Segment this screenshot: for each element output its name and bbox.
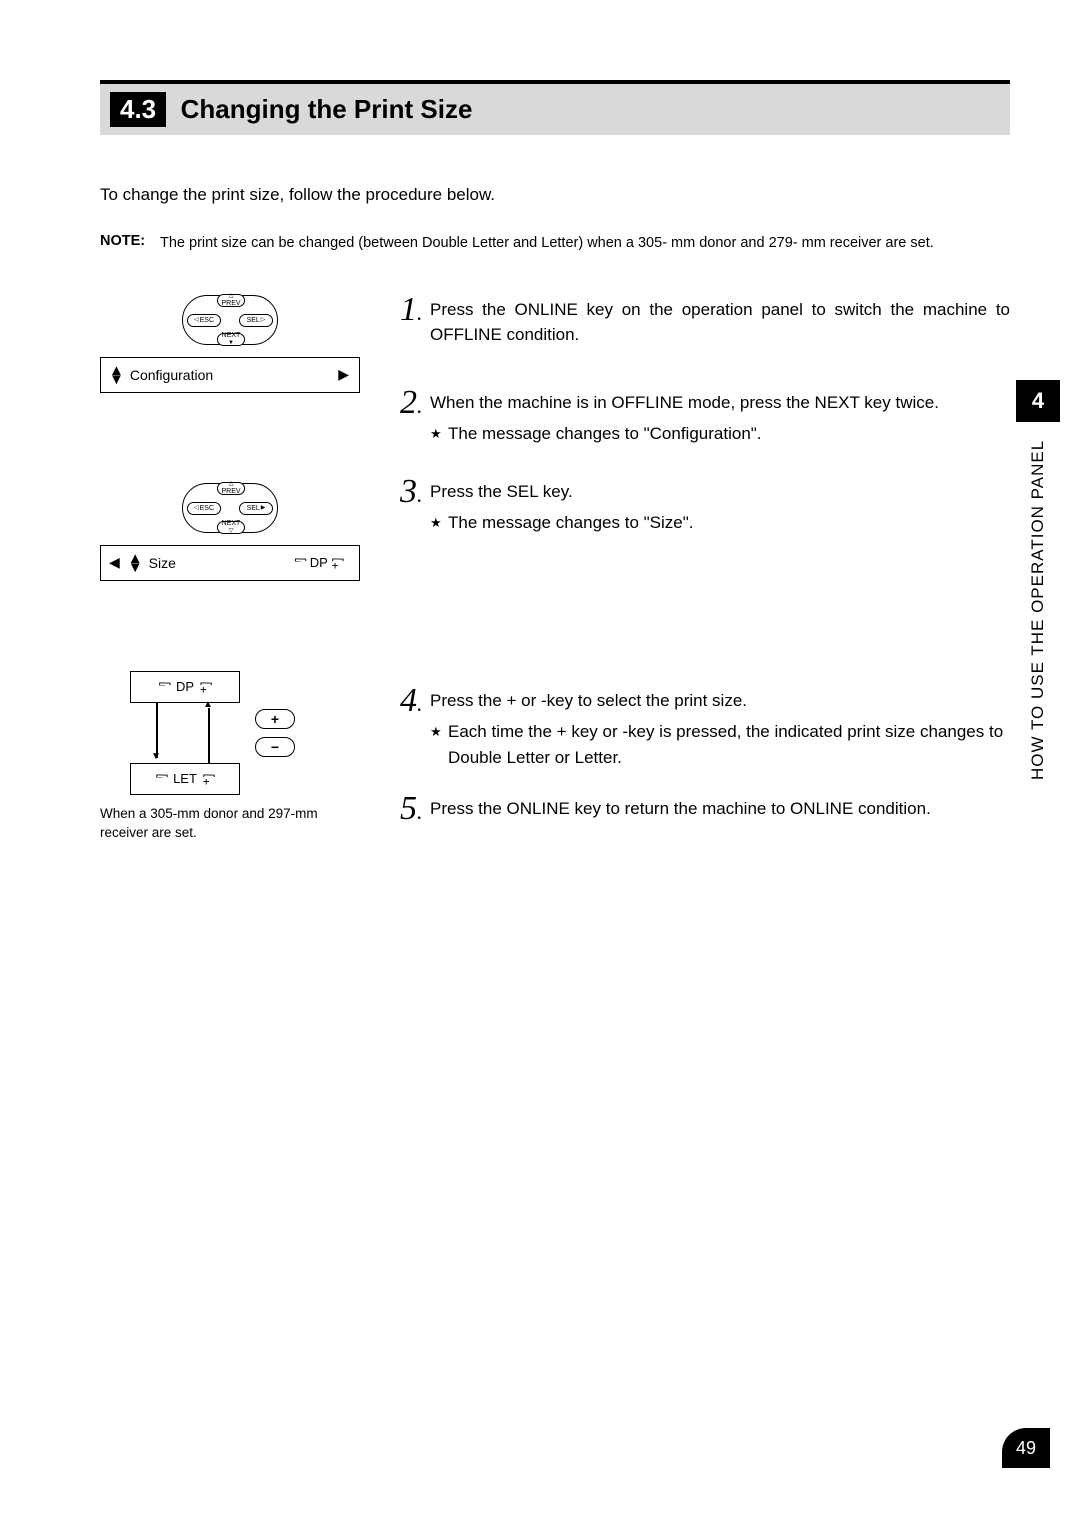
note-label: NOTE: bbox=[100, 233, 160, 255]
keypad-diagram: △PREV ◁ESC SEL▷ NEXT▼ bbox=[170, 295, 290, 345]
prev-key-icon: △PREV bbox=[217, 294, 245, 307]
chapter-title: HOW TO USE THE OPERATION PANEL bbox=[1028, 440, 1048, 860]
prev-key-icon: △PREV bbox=[217, 482, 245, 495]
panel-block-2: △PREV ◁ESC SEL▶ NEXT▽ ◀ ▲▼ Size ⌐¬‾ DP ⌐… bbox=[100, 483, 360, 581]
step-note: Each time the + key or -key is pressed, … bbox=[430, 719, 1010, 770]
sel-key-icon: SEL▷ bbox=[239, 314, 273, 327]
size-flow-diagram: ⌐¬‾ DP ⌐¬+ + − ⌐¬‾ LET ⌐¬+ bbox=[110, 671, 280, 795]
lcd-label: Size bbox=[149, 555, 176, 571]
plus-button-icon: + bbox=[255, 709, 295, 729]
step-number: 5 bbox=[400, 794, 430, 825]
step-number: 4 bbox=[400, 686, 430, 717]
next-key-icon: NEXT▽ bbox=[217, 521, 245, 534]
step-text: Press the ONLINE key on the operation pa… bbox=[430, 295, 1010, 348]
panel-block-1: △PREV ◁ESC SEL▷ NEXT▼ ▲▼ Configuration ▶ bbox=[100, 295, 360, 393]
flow-dp-box: ⌐¬‾ DP ⌐¬+ bbox=[130, 671, 240, 703]
minus-button-icon: − bbox=[255, 737, 295, 757]
side-tab: 4 HOW TO USE THE OPERATION PANEL bbox=[1016, 380, 1060, 860]
lcd-label: Configuration bbox=[130, 367, 213, 383]
left-arrow-icon: ◀ bbox=[109, 554, 120, 571]
esc-key-icon: ◁ESC bbox=[187, 314, 221, 327]
step-note: The message changes to "Configuration". bbox=[430, 421, 1010, 447]
title-bar: 4.3 Changing the Print Size bbox=[100, 80, 1010, 135]
note-block: NOTE: The print size can be changed (bet… bbox=[100, 233, 1010, 255]
section-number: 4.3 bbox=[110, 92, 166, 127]
step-number: 2 bbox=[400, 388, 430, 419]
section-title: Changing the Print Size bbox=[181, 94, 473, 124]
step-text: When the machine is in OFFLINE mode, pre… bbox=[430, 390, 1010, 416]
sel-key-icon: SEL▶ bbox=[239, 502, 273, 515]
dp-indicator: ⌐¬‾ DP ⌐¬+ bbox=[294, 555, 343, 570]
flow-caption: When a 305-mm donor and 297-mm receiver … bbox=[100, 805, 360, 843]
step-text: Press the + or -key to select the print … bbox=[430, 688, 1010, 714]
chapter-number: 4 bbox=[1016, 380, 1060, 422]
next-key-icon: NEXT▼ bbox=[217, 333, 245, 346]
step-note: The message changes to "Size". bbox=[430, 510, 1010, 536]
step-3: 3 Press the SEL key. The message changes… bbox=[400, 477, 1010, 536]
updown-icon: ▲▼ bbox=[109, 366, 124, 384]
lcd-configuration: ▲▼ Configuration ▶ bbox=[100, 357, 360, 393]
step-5: 5 Press the ONLINE key to return the mac… bbox=[400, 794, 1010, 825]
flow-let-box: ⌐¬‾ LET ⌐¬+ bbox=[130, 763, 240, 795]
step-text: Press the SEL key. bbox=[430, 479, 1010, 505]
step-number: 3 bbox=[400, 477, 430, 508]
step-2: 2 When the machine is in OFFLINE mode, p… bbox=[400, 388, 1010, 447]
right-arrow-icon: ▶ bbox=[338, 366, 349, 383]
keypad-diagram: △PREV ◁ESC SEL▶ NEXT▽ bbox=[170, 483, 290, 533]
lcd-size: ◀ ▲▼ Size ⌐¬‾ DP ⌐¬+ bbox=[100, 545, 360, 581]
updown-icon: ▲▼ bbox=[128, 554, 143, 572]
step-1: 1 Press the ONLINE key on the operation … bbox=[400, 295, 1010, 348]
step-number: 1 bbox=[400, 295, 430, 326]
intro-text: To change the print size, follow the pro… bbox=[100, 185, 1010, 205]
note-text: The print size can be changed (between D… bbox=[160, 233, 1010, 255]
esc-key-icon: ◁ESC bbox=[187, 502, 221, 515]
step-4: 4 Press the + or -key to select the prin… bbox=[400, 686, 1010, 771]
step-text: Press the ONLINE key to return the machi… bbox=[430, 794, 1010, 822]
page-number: 49 bbox=[1002, 1428, 1050, 1468]
